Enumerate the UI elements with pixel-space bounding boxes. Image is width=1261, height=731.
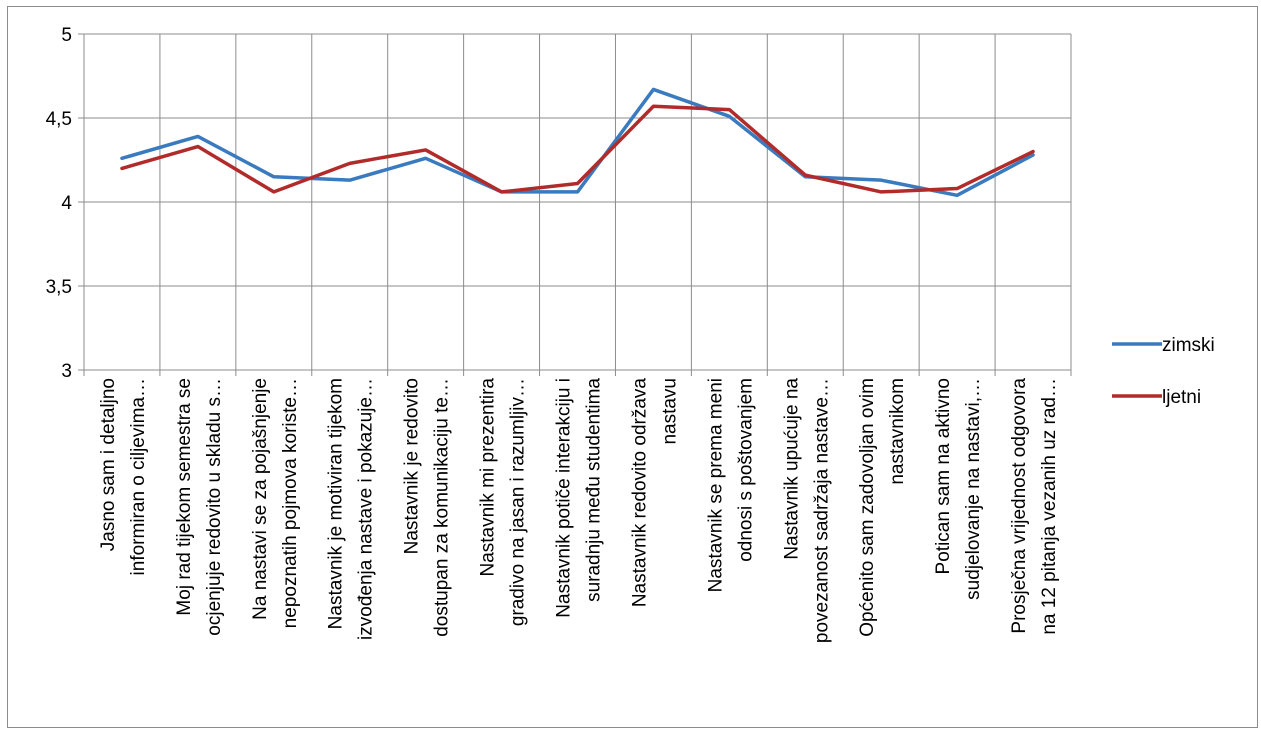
x-category-label-line: Nastavnik potiče interakciju i (554, 378, 575, 618)
x-category-label-line: Na nastavi se za pojašnjenje (250, 378, 271, 620)
x-category-label-line: nastavu (659, 378, 680, 445)
series-line-ljetni (120, 104, 1035, 194)
x-category-label: Moj rad tijekom semestra se ocjenjuje red… (174, 378, 225, 636)
legend: zimski ljetni (1112, 335, 1215, 408)
x-category-label-line: Nastavnik je redovito (402, 378, 423, 554)
x-category-label-line: suradnju među studentima (584, 378, 605, 602)
x-category-label: Nastavnik redovito održava nastavu (629, 378, 680, 608)
x-axis (83, 370, 1072, 376)
series-lines (120, 87, 1035, 198)
x-category-label-line: Nastavnik se prema meni (705, 378, 726, 592)
legend-item-ljetni: ljetni (1112, 387, 1201, 408)
x-category-label-line: Nastavnik je motiviran tijekom (326, 378, 347, 629)
x-category-label-line: Nastavnik upućuje na (781, 378, 802, 560)
x-category-label-line: Prosječna vrijednost odgovora (1009, 378, 1030, 634)
x-category-label: Nastavnik je redovito dostupan za komunik… (402, 378, 453, 637)
x-category-label: Općenito sam zadovoljan ovim nastavnikom (857, 378, 908, 637)
x-category-label-line: Općenito sam zadovoljan ovim (857, 378, 878, 637)
x-category-label: Nastavnik mi prezentira gradivo na jasan … (478, 378, 529, 627)
x-category-label: Nastavnik upućuje na povezanost sadržaja … (781, 378, 832, 644)
y-tick-label: 4,5 (46, 109, 72, 130)
legend-label: zimski (1162, 335, 1215, 356)
legend-label: ljetni (1162, 387, 1201, 408)
x-category-label-line: gradivo na jasan i razumljiv… (508, 378, 529, 626)
x-category-label-line: Potican sam na aktivno (933, 378, 954, 574)
x-category-label-line: Moj rad tijekom semestra se (174, 378, 195, 616)
x-category-label-line: na 12 pitanja vezanih uz rad… (1039, 378, 1060, 635)
x-category-label-line: povezanost sadržaja nastave… (811, 378, 832, 643)
x-category-label: Jasno sam i detaljno informiran o ciljevi… (98, 378, 149, 575)
legend-item-zimski: zimski (1112, 335, 1215, 356)
x-category-label: Nastavnik je motiviran tijekom izvođenja … (326, 378, 377, 640)
x-axis-labels: Jasno sam i detaljno informiran o ciljevi… (98, 378, 1060, 644)
x-category-label: Potican sam na aktivno sudjelovanje na na… (933, 378, 984, 600)
y-tick-label: 4 (61, 193, 72, 214)
y-axis-ticks: 3 3,5 4 4,5 5 (46, 25, 84, 382)
y-tick-label: 3 (61, 361, 72, 382)
x-category-label-line: Nastavnik mi prezentira (478, 378, 499, 577)
y-tick-label: 3,5 (46, 277, 72, 298)
x-category-label-line: informiran o ciljevima… (128, 378, 149, 575)
series-line-zimski (120, 87, 1035, 198)
x-category-label-line: nastavnikom (887, 378, 908, 485)
x-category-label-line: nepoznatih pojmova koriste… (280, 378, 301, 628)
x-category-label-line: Jasno sam i detaljno (98, 378, 119, 551)
x-category-label: Prosječna vrijednost odgovora na 12 pitan… (1009, 378, 1060, 635)
gridlines (83, 33, 1072, 371)
x-category-label: Nastavnik se prema meni odnosi s poštovan… (705, 378, 756, 592)
x-category-label-line: ocjenjuje redovito u skladu s… (204, 378, 225, 636)
x-category-label-line: odnosi s poštovanjem (735, 378, 756, 562)
x-category-label-line: izvođenja nastave i pokazuje… (356, 378, 377, 640)
x-category-label: Na nastavi se za pojašnjenje nepoznatih p… (250, 378, 301, 628)
x-category-label-line: sudjelovanje na nastavi,… (963, 378, 984, 600)
x-category-label-line: Nastavnik redovito održava (629, 378, 650, 608)
x-category-label: Nastavnik potiče interakciju i suradnju m… (554, 378, 605, 618)
x-category-label-line: dostupan za komunikaciju te… (432, 378, 453, 637)
y-tick-label: 5 (61, 25, 72, 46)
